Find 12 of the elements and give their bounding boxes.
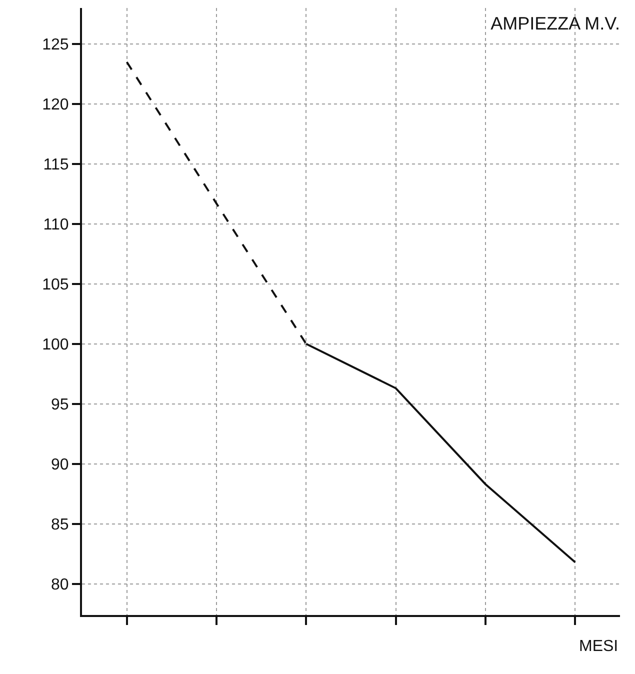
y-tick-label: 85	[51, 516, 69, 534]
y-tick-label: 80	[51, 576, 69, 594]
y-tick-label: 105	[42, 276, 69, 294]
y-tick-label: 125	[42, 36, 69, 54]
y-tick-label: 110	[43, 216, 69, 234]
y-tick-label: 95	[51, 396, 69, 414]
y-tick-label: 90	[51, 456, 69, 474]
y-tick-label: 115	[43, 156, 69, 174]
y-tick-label: 120	[42, 96, 69, 114]
y-tick-label: 100	[42, 336, 69, 354]
chart-title: AMPIEZZA M.V.	[490, 14, 620, 34]
x-axis-title: MESI	[579, 638, 618, 655]
